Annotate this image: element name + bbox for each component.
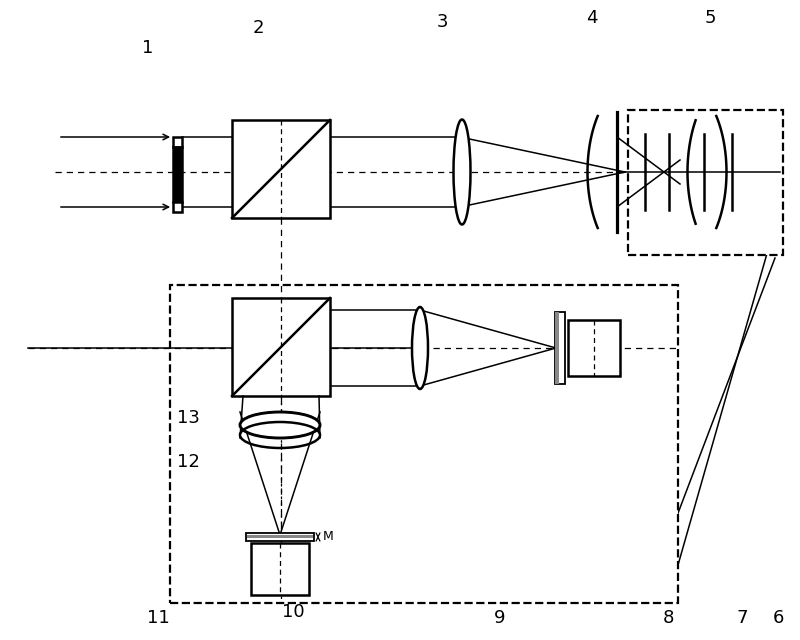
Text: M: M: [323, 531, 334, 543]
Text: 6: 6: [772, 609, 784, 627]
Bar: [555, 312, 559, 384]
Bar: [555, 312, 565, 384]
Bar: [247, 535, 313, 538]
Bar: [173, 137, 182, 147]
Text: 4: 4: [586, 9, 598, 27]
Bar: [173, 147, 182, 202]
Bar: [628, 110, 783, 255]
Text: 13: 13: [177, 409, 199, 427]
Bar: [246, 533, 314, 541]
Bar: [568, 320, 620, 376]
Text: 10: 10: [282, 603, 304, 621]
Bar: [232, 120, 330, 218]
Text: 5: 5: [704, 9, 716, 27]
Text: 11: 11: [146, 609, 170, 627]
Text: 8: 8: [662, 609, 674, 627]
Text: 9: 9: [494, 609, 506, 627]
Bar: [173, 202, 182, 212]
Bar: [251, 543, 309, 595]
Text: M: M: [554, 368, 566, 381]
Ellipse shape: [240, 412, 320, 438]
Text: 1: 1: [142, 39, 154, 57]
Text: 7: 7: [736, 609, 748, 627]
Text: 3: 3: [436, 13, 448, 31]
Bar: [232, 298, 330, 396]
Text: 12: 12: [177, 453, 199, 471]
Text: 2: 2: [252, 19, 264, 37]
Bar: [170, 285, 678, 603]
Ellipse shape: [412, 307, 428, 389]
Ellipse shape: [454, 120, 470, 225]
